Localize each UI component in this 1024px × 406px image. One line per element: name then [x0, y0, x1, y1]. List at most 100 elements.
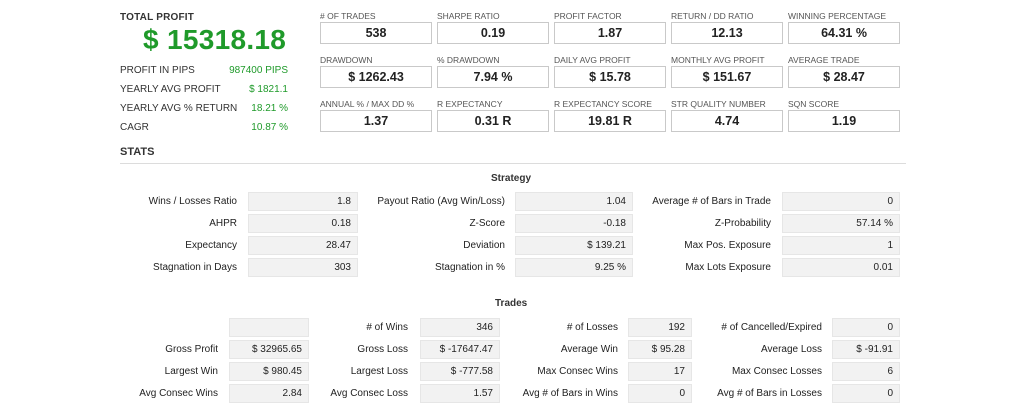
metric-value-annual-max-dd: 1.37	[320, 110, 432, 132]
summary-row-yearly-avg-return: YEARLY AVG % RETURN 18.21 %	[120, 103, 288, 114]
stats-divider	[120, 163, 906, 164]
metric-value-sqn-score: 1.19	[788, 110, 900, 132]
summary-value: 18.21 %	[251, 103, 288, 114]
strategy-value: $ 139.21	[515, 236, 633, 255]
trades-label: Largest Loss	[350, 366, 408, 377]
summary-label: CAGR	[120, 122, 149, 133]
strategy-label: Z-Score	[469, 218, 505, 229]
strategy-value: 303	[248, 258, 358, 277]
trades-value: 0	[832, 318, 900, 337]
strategy-label: Wins / Losses Ratio	[148, 196, 237, 207]
strategy-value: 1.8	[248, 192, 358, 211]
trades-value: 2.84	[229, 384, 309, 403]
strategy-label: AHPR	[209, 218, 237, 229]
metric-label-monthly-avg-profit: MONTHLY AVG PROFIT	[671, 55, 765, 65]
total-profit-value: $ 15318.18	[143, 24, 287, 55]
summary-value: $ 1821.1	[249, 84, 288, 95]
summary-row-yearly-avg-profit: YEARLY AVG PROFIT $ 1821.1	[120, 84, 288, 95]
trades-label: Avg Consec Wins	[139, 388, 218, 399]
trades-value: 0	[832, 384, 900, 403]
stats-title: STATS	[120, 146, 155, 158]
trades-label: # of Losses	[566, 322, 618, 333]
metric-label-average-trade: AVERAGE TRADE	[788, 55, 860, 65]
metric-value-r-expectancy: 0.31 R	[437, 110, 549, 132]
strategy-label: Stagnation in Days	[153, 262, 237, 273]
trades-value: $ 95.28	[628, 340, 692, 359]
strategy-label: Max Pos. Exposure	[684, 240, 771, 251]
strategy-value: 28.47	[248, 236, 358, 255]
metric-label-pct-drawdown: % DRAWDOWN	[437, 55, 500, 65]
metric-label-sharpe-ratio: SHARPE RATIO	[437, 11, 500, 21]
strategy-value: 9.25 %	[515, 258, 633, 277]
metric-value-winning-percentage: 64.31 %	[788, 22, 900, 44]
metric-value-return-dd: 12.13	[671, 22, 783, 44]
metric-value-sharpe-ratio: 0.19	[437, 22, 549, 44]
trades-value: 192	[628, 318, 692, 337]
trades-label: Max Consec Losses	[731, 366, 822, 377]
trades-label: Avg Consec Loss	[330, 388, 408, 399]
metric-label-sqn-score: SQN SCORE	[788, 99, 840, 109]
strategy-label: Expectancy	[185, 240, 237, 251]
summary-value: 10.87 %	[251, 122, 288, 133]
metric-label-return-dd: RETURN / DD RATIO	[671, 11, 754, 21]
metric-label-daily-avg-profit: DAILY AVG PROFIT	[554, 55, 631, 65]
metric-label-r-expectancy-score: R EXPECTANCY SCORE	[554, 99, 652, 109]
strategy-value: 1.04	[515, 192, 633, 211]
strategy-label: Payout Ratio (Avg Win/Loss)	[377, 196, 505, 207]
trades-value: $ -17647.47	[420, 340, 500, 359]
metric-value-r-expectancy-score: 19.81 R	[554, 110, 666, 132]
summary-label: PROFIT IN PIPS	[120, 65, 195, 76]
trades-value: $ -777.58	[420, 362, 500, 381]
strategy-value: 0.01	[782, 258, 900, 277]
metric-value-str-quality-number: 4.74	[671, 110, 783, 132]
summary-label: YEARLY AVG % RETURN	[120, 103, 238, 114]
trades-label: Max Consec Wins	[537, 366, 618, 377]
metric-label-trades: # OF TRADES	[320, 11, 376, 21]
trades-label: Avg # of Bars in Losses	[717, 388, 822, 399]
trades-label: Average Loss	[761, 344, 822, 355]
strategy-value: 0.18	[248, 214, 358, 233]
trades-section-title: Trades	[495, 298, 528, 309]
metric-label-str-quality-number: STR QUALITY NUMBER	[671, 99, 766, 109]
metric-label-drawdown: DRAWDOWN	[320, 55, 373, 65]
trades-value: $ 32965.65	[229, 340, 309, 359]
strategy-section-title: Strategy	[491, 173, 532, 184]
metric-label-r-expectancy: R EXPECTANCY	[437, 99, 503, 109]
metric-value-trades: 538	[320, 22, 432, 44]
trades-label: # of Cancelled/Expired	[721, 322, 822, 333]
trades-value: $ -91.91	[832, 340, 900, 359]
metric-value-profit-factor: 1.87	[554, 22, 666, 44]
strategy-value: 0	[782, 192, 900, 211]
trades-value: 17	[628, 362, 692, 381]
metric-value-pct-drawdown: 7.94 %	[437, 66, 549, 88]
strategy-value: 1	[782, 236, 900, 255]
trades-value-empty	[229, 318, 309, 337]
metric-value-monthly-avg-profit: $ 151.67	[671, 66, 783, 88]
trades-label: Gross Loss	[357, 344, 408, 355]
strategy-label: Max Lots Exposure	[685, 262, 771, 273]
strategy-label: Average # of Bars in Trade	[652, 196, 771, 207]
trades-label: Largest Win	[164, 366, 218, 377]
trades-value: 346	[420, 318, 500, 337]
strategy-label: Stagnation in %	[434, 262, 505, 273]
metric-label-annual-max-dd: ANNUAL % / MAX DD %	[320, 99, 415, 109]
metric-label-profit-factor: PROFIT FACTOR	[554, 11, 622, 21]
trades-label: # of Wins	[366, 322, 408, 333]
trades-value: $ 980.45	[229, 362, 309, 381]
strategy-value: -0.18	[515, 214, 633, 233]
metric-value-average-trade: $ 28.47	[788, 66, 900, 88]
summary-row-cagr: CAGR 10.87 %	[120, 122, 288, 133]
summary-value: 987400 PIPS	[229, 65, 288, 76]
trades-value: 1.57	[420, 384, 500, 403]
trades-value: 0	[628, 384, 692, 403]
trades-label: Avg # of Bars in Wins	[522, 388, 618, 399]
trades-value: 6	[832, 362, 900, 381]
metric-value-daily-avg-profit: $ 15.78	[554, 66, 666, 88]
strategy-value: 57.14 %	[782, 214, 900, 233]
metric-value-drawdown: $ 1262.43	[320, 66, 432, 88]
strategy-label: Z-Probability	[714, 218, 771, 229]
total-profit-label: TOTAL PROFIT	[120, 12, 195, 23]
summary-row-profit-pips: PROFIT IN PIPS 987400 PIPS	[120, 65, 288, 76]
metric-label-winning-percentage: WINNING PERCENTAGE	[788, 11, 887, 21]
trades-label: Average Win	[560, 344, 618, 355]
